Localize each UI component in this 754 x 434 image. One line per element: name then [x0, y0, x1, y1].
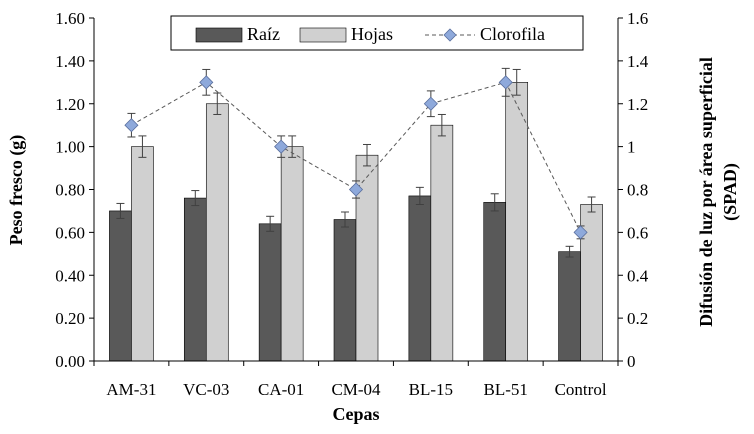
bar-hojas: [280, 146, 304, 362]
marker-clorofila: [498, 75, 513, 90]
bar-hojas: [580, 204, 603, 362]
bar-hojas: [505, 82, 529, 362]
x-tick-label: VC-03: [183, 380, 229, 399]
legend-label-hojas: Hojas: [351, 24, 393, 44]
x-tick-label: BL-51: [484, 380, 528, 399]
left-y-tick-label: 1.60: [55, 9, 85, 28]
right-y-tick-label: 0.8: [627, 181, 648, 200]
right-y-tick-label: 0.4: [627, 266, 649, 285]
left-y-tick-label: 1.20: [55, 95, 85, 114]
x-tick-label: AM-31: [106, 380, 156, 399]
legend-label-raiz: Raíz: [247, 24, 280, 44]
right-y-axis-title-line2: (SPAD): [720, 163, 741, 221]
marker-clorofila: [348, 182, 364, 197]
left-y-tick-label: 1.40: [55, 52, 85, 71]
right-y-axis-title-line1: Difusión de luz por área superficial: [696, 57, 716, 327]
left-y-tick-label: 0.40: [55, 266, 85, 285]
right-y-tick-label: 1.4: [627, 52, 649, 71]
bar-hojas: [131, 146, 154, 362]
legend-swatch-hojas: [299, 27, 347, 43]
x-tick-label: CA-01: [258, 380, 304, 399]
left-y-tick-label: 1.00: [55, 138, 85, 157]
left-y-axis-title: Peso fresco (g): [6, 135, 27, 246]
bar-hojas: [430, 124, 454, 362]
right-y-tick-label: 1.2: [627, 95, 648, 114]
marker-clorofila: [423, 96, 438, 111]
left-y-tick-label: 0.00: [55, 352, 85, 371]
legend: Raíz Hojas Clorofila: [170, 15, 584, 51]
bar-raiz: [558, 251, 581, 362]
x-tick-label: CM-04: [331, 380, 381, 399]
right-y-tick-label: 1.6: [627, 9, 648, 28]
bar-raiz: [333, 219, 357, 362]
left-y-tick-label: 0.80: [55, 181, 85, 200]
right-y-tick-label: 1: [627, 138, 636, 157]
bar-raiz: [258, 223, 282, 362]
x-axis-title: Cepas: [332, 404, 379, 424]
left-y-tick-label: 0.60: [55, 223, 85, 242]
bar-hojas: [205, 103, 229, 362]
marker-clorofila: [573, 225, 588, 240]
bar-raiz: [483, 202, 507, 362]
legend-swatch-raiz: [195, 27, 243, 43]
right-y-tick-label: 0: [627, 352, 636, 371]
x-tick-label: Control: [555, 380, 607, 399]
x-tick-label: BL-15: [409, 380, 453, 399]
left-y-tick-label: 0.20: [55, 309, 85, 328]
legend-label-clorofila: Clorofila: [480, 24, 545, 44]
right-y-tick-label: 0.2: [627, 309, 648, 328]
marker-clorofila: [274, 139, 289, 154]
right-y-tick-label: 0.6: [627, 223, 648, 242]
bar-raiz: [183, 197, 207, 362]
bar-raiz: [408, 195, 432, 362]
bar-raiz: [109, 210, 132, 362]
legend-marker-clorofila: [443, 28, 457, 42]
marker-clorofila: [199, 75, 214, 90]
marker-clorofila: [124, 118, 139, 133]
